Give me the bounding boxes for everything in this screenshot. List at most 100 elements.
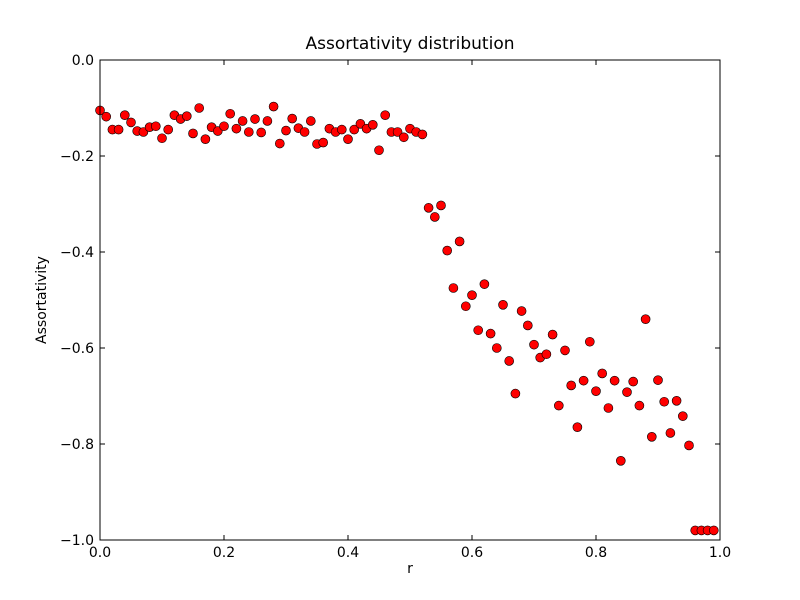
data-point xyxy=(628,376,639,387)
data-point xyxy=(677,411,688,421)
data-point xyxy=(392,127,403,137)
data-point xyxy=(510,388,521,399)
data-point xyxy=(473,325,484,336)
data-point xyxy=(547,329,558,340)
data-point xyxy=(318,137,329,148)
data-point xyxy=(436,200,446,211)
data-point xyxy=(442,245,453,256)
data-point xyxy=(237,116,248,126)
data-point xyxy=(622,387,632,397)
data-point xyxy=(380,110,391,120)
data-point xyxy=(553,400,564,411)
data-point xyxy=(634,400,645,411)
x-tick-label: 1.0 xyxy=(709,545,731,561)
data-point xyxy=(504,356,515,366)
data-point xyxy=(708,525,719,536)
data-point xyxy=(417,129,428,140)
y-tick-label: −1.0 xyxy=(60,533,94,549)
data-point xyxy=(578,375,589,386)
x-tick-label: 0.2 xyxy=(213,545,235,561)
data-point xyxy=(640,314,651,325)
data-point xyxy=(572,422,583,433)
data-point xyxy=(423,203,434,213)
data-point xyxy=(194,103,204,113)
data-point xyxy=(163,124,173,135)
data-point xyxy=(231,123,242,134)
data-point xyxy=(603,403,614,413)
x-tick-label: 0.8 xyxy=(585,545,607,561)
data-point xyxy=(349,124,360,135)
axis-ticks xyxy=(99,59,721,541)
data-point xyxy=(274,138,285,149)
y-tick-label: −0.8 xyxy=(60,437,94,453)
y-tick-label: 0.0 xyxy=(72,53,94,69)
data-point xyxy=(398,132,409,143)
data-point xyxy=(374,145,384,156)
data-point xyxy=(646,431,657,442)
data-point xyxy=(684,440,694,451)
data-point xyxy=(250,114,260,124)
data-point xyxy=(336,124,347,135)
chart-title: Assortativity distribution xyxy=(306,34,515,54)
data-point xyxy=(429,212,440,222)
x-axis-label: r xyxy=(407,561,413,577)
data-point xyxy=(113,124,124,135)
data-point xyxy=(188,128,198,139)
data-point xyxy=(498,299,508,310)
data-point xyxy=(615,455,626,466)
data-point xyxy=(262,116,273,126)
data-point xyxy=(665,428,676,438)
data-point xyxy=(479,279,490,289)
data-point xyxy=(491,343,502,353)
data-point xyxy=(225,108,235,119)
data-point xyxy=(244,127,254,137)
data-point xyxy=(522,320,533,331)
data-point xyxy=(268,101,279,112)
data-point xyxy=(343,134,353,144)
data-point xyxy=(151,121,161,132)
y-tick-labels: 0.0 −0.2 −0.4 −0.6 −0.8 −1.0 xyxy=(60,53,94,549)
data-point xyxy=(516,306,527,316)
data-point xyxy=(305,116,316,126)
data-point xyxy=(467,290,477,301)
data-point xyxy=(584,336,595,347)
data-point xyxy=(653,375,663,385)
data-point xyxy=(560,345,570,356)
x-tick-label: 0.0 xyxy=(89,545,111,561)
x-tick-label: 0.4 xyxy=(337,545,359,561)
data-point xyxy=(609,375,620,386)
data-point xyxy=(659,396,670,407)
y-tick-label: −0.2 xyxy=(60,149,94,165)
data-point xyxy=(120,110,130,120)
data-point xyxy=(126,117,136,128)
data-point xyxy=(219,121,229,132)
data-point xyxy=(157,133,167,144)
plot-area-frame xyxy=(99,59,721,541)
x-tick-label: 0.6 xyxy=(461,545,483,561)
data-point xyxy=(367,120,378,130)
data-point xyxy=(200,134,211,144)
y-tick-label: −0.4 xyxy=(60,245,94,261)
data-point xyxy=(281,125,291,136)
data-point xyxy=(287,113,298,124)
data-point xyxy=(299,127,310,137)
data-point xyxy=(182,111,192,121)
data-point xyxy=(597,368,608,379)
data-point xyxy=(591,386,601,397)
y-axis-label: Assortativity xyxy=(34,256,50,344)
data-point xyxy=(485,328,496,339)
data-points xyxy=(95,101,719,536)
data-point xyxy=(460,301,471,312)
data-point xyxy=(566,380,577,391)
data-point xyxy=(454,236,465,247)
x-tick-labels: 0.0 0.2 0.4 0.6 0.8 1.0 xyxy=(89,545,731,561)
data-point xyxy=(541,349,552,360)
data-point xyxy=(529,339,539,350)
data-point xyxy=(671,395,682,406)
data-point xyxy=(448,283,459,293)
data-point xyxy=(101,111,111,122)
y-tick-label: −0.6 xyxy=(60,341,94,357)
data-point xyxy=(256,127,267,138)
